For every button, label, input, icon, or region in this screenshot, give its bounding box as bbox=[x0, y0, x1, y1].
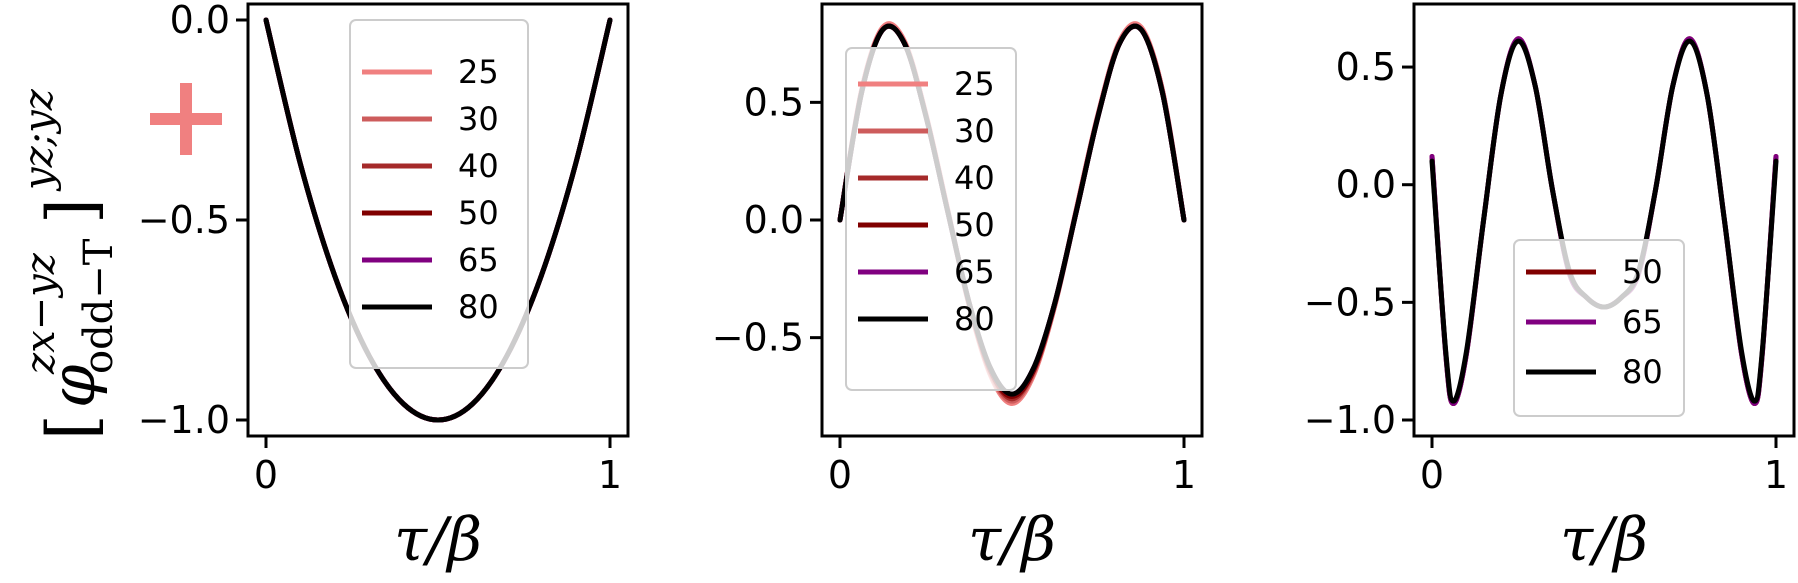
subplot-3-frame bbox=[1412, 2, 1796, 438]
subplot-1-legend-label-30: 30 bbox=[458, 100, 499, 138]
subplot-1-errorbar bbox=[150, 83, 222, 155]
subplot-2-legend-label-65: 65 bbox=[954, 253, 995, 291]
subplot-1-legend-box bbox=[349, 19, 529, 369]
y-axis-label-bracket-close: ] bbox=[33, 198, 110, 224]
subplot-3-legend: 50 65 80 bbox=[1513, 239, 1685, 417]
subplot-1-series-line-80 bbox=[263, 17, 613, 423]
subplot-1-x-tick-label: 0 bbox=[254, 453, 278, 497]
subplot-2-legend-label-40: 40 bbox=[954, 159, 995, 197]
subplot-3-y-tick-label: −1.0 bbox=[1304, 398, 1396, 442]
subplot-3-legend-label-50: 50 bbox=[1622, 253, 1663, 291]
subplot-1-legend: 25 30 40 50 65 80 bbox=[349, 19, 529, 369]
y-axis-label-subscript: odd−T bbox=[76, 238, 122, 374]
subplot-1-legend-label-80: 80 bbox=[458, 288, 499, 326]
subplot-3-y-tick-label: 0.5 bbox=[1336, 45, 1396, 89]
subplot-3-y-ticks: 0.5 0.0 −0.5 −1.0 bbox=[1304, 45, 1414, 442]
y-axis-label-outer-superscript: yz;yz bbox=[16, 88, 62, 192]
subplot-1-legend-label-50: 50 bbox=[458, 194, 499, 232]
subplot-1-y-ticks: 0.0 −0.5 −1.0 bbox=[138, 0, 248, 442]
subplot-2-series-group bbox=[837, 21, 1187, 407]
subplot-3-y-tick-label: 0.0 bbox=[1336, 163, 1396, 207]
subplot-1-x-tick-label: 1 bbox=[598, 453, 622, 497]
subplot-1-legend-label-40: 40 bbox=[458, 147, 499, 185]
y-axis-label: [ φ zx−yz odd−T ] yz;yz bbox=[16, 88, 122, 440]
y-axis-label-bracket-open: [ bbox=[33, 414, 110, 440]
subplot-1-series-group bbox=[263, 17, 613, 423]
subplot-1-y-tick-label: −1.0 bbox=[138, 398, 230, 442]
subplot-1-legend-label-65: 65 bbox=[458, 241, 499, 279]
subplot-2-legend: 25 30 40 50 65 80 bbox=[845, 47, 1017, 391]
subplot-1-y-tick-label: 0.0 bbox=[170, 0, 230, 42]
y-axis-label-superscript: zx−yz bbox=[18, 252, 64, 375]
subplot-2-legend-label-30: 30 bbox=[954, 112, 995, 150]
subplot-3-x-tick-label: 1 bbox=[1764, 453, 1788, 497]
subplot-3-legend-label-80: 80 bbox=[1622, 353, 1663, 391]
subplot-2-y-tick-label: 0.5 bbox=[744, 80, 804, 124]
subplot-2-y-tick-label: −0.5 bbox=[712, 316, 804, 360]
subplot-2-y-ticks: 0.5 0.0 −0.5 bbox=[712, 80, 822, 360]
subplot-3-y-tick-label: −0.5 bbox=[1304, 280, 1396, 324]
subplot-1-legend-label-25: 25 bbox=[458, 53, 499, 91]
subplot-2-legend-label-25: 25 bbox=[954, 65, 995, 103]
y-axis-label-phi: φ bbox=[36, 364, 109, 408]
subplot-2-x-tick-label: 0 bbox=[828, 453, 852, 497]
subplot-2-legend-label-50: 50 bbox=[954, 206, 995, 244]
subplot-1-y-tick-label: −0.5 bbox=[138, 198, 230, 242]
subplot-2-series-line-80 bbox=[837, 23, 1187, 397]
subplot-2-x-tick-label: 1 bbox=[1172, 453, 1196, 497]
subplot-3-legend-label-65: 65 bbox=[1622, 303, 1663, 341]
subplot-3-x-tick-label: 0 bbox=[1420, 453, 1444, 497]
subplot-1-x-axis-title: τ/β bbox=[394, 505, 482, 575]
subplot-3-x-axis-title: τ/β bbox=[1560, 505, 1648, 575]
subplot-2-legend-label-80: 80 bbox=[954, 300, 995, 338]
subplot-2-y-tick-label: 0.0 bbox=[744, 198, 804, 242]
subplot-2-x-axis-title: τ/β bbox=[968, 505, 1056, 575]
